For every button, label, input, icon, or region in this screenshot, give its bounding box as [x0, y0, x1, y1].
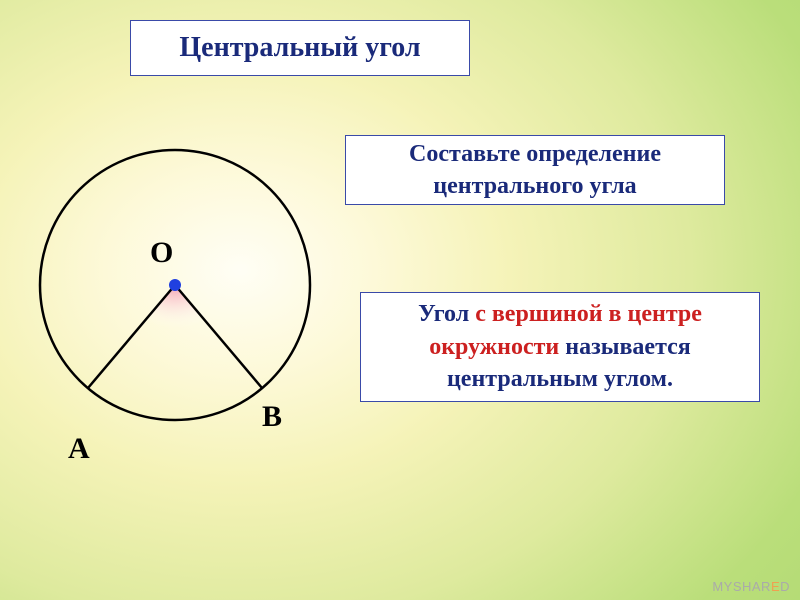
- center-point: [169, 279, 181, 291]
- watermark-plain: MYSHAR: [712, 579, 771, 594]
- circle-diagram: [0, 0, 800, 600]
- watermark-accent: E: [771, 579, 780, 594]
- label-b: В: [262, 400, 282, 434]
- angle-sector: [129, 285, 222, 357]
- label-o: О: [150, 236, 173, 270]
- label-a: А: [68, 432, 90, 466]
- watermark: MYSHARED: [712, 579, 790, 594]
- watermark-plain2: D: [780, 579, 790, 594]
